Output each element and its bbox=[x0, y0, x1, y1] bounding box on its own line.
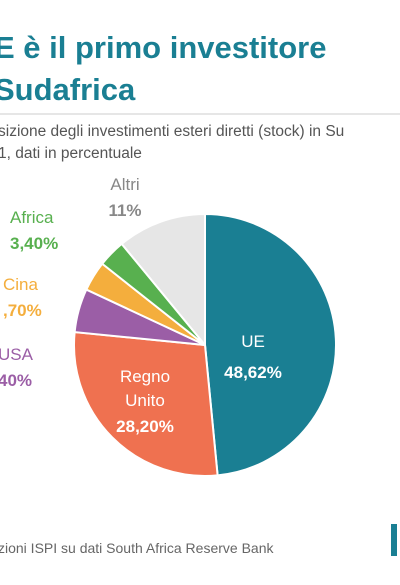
slice-label: UE bbox=[241, 332, 265, 351]
slice-label: Cina bbox=[3, 275, 39, 294]
chart-subtitle: sizione degli investimenti esteri dirett… bbox=[0, 123, 344, 140]
pie-slice bbox=[204, 212, 337, 477]
value-label: 40% bbox=[0, 371, 32, 390]
pie-slice bbox=[73, 330, 219, 477]
value-label: ,70% bbox=[3, 301, 42, 320]
chart-title: Sudafrica bbox=[0, 72, 136, 107]
chart-subtitle: 1, dati in percentuale bbox=[0, 145, 142, 162]
logo-bar bbox=[391, 524, 397, 556]
value-label: 28,20% bbox=[116, 417, 174, 436]
pie-slice bbox=[120, 212, 206, 348]
source: zioni ISPI su dati South Africa Reserve … bbox=[0, 540, 274, 556]
value-label: 11% bbox=[108, 201, 141, 220]
slice-label: Africa bbox=[10, 208, 54, 227]
slice-label: Altri bbox=[110, 175, 139, 194]
value-label: 48,62% bbox=[224, 363, 282, 382]
value-label: 3,40% bbox=[10, 234, 58, 253]
chart-title: E è il primo investitore bbox=[0, 30, 326, 65]
slice-label: USA bbox=[0, 345, 34, 364]
slice-label: Regno Unito bbox=[120, 367, 170, 410]
